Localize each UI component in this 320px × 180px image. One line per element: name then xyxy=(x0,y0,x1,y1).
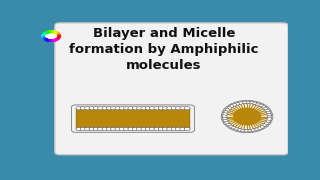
Circle shape xyxy=(258,103,264,106)
Circle shape xyxy=(42,31,60,41)
Circle shape xyxy=(80,107,86,110)
Circle shape xyxy=(267,113,273,116)
Circle shape xyxy=(102,107,108,110)
Circle shape xyxy=(248,100,254,104)
Circle shape xyxy=(141,127,147,131)
Circle shape xyxy=(145,127,151,131)
Circle shape xyxy=(265,108,271,112)
Circle shape xyxy=(237,129,243,132)
Circle shape xyxy=(226,123,231,127)
Circle shape xyxy=(137,127,142,131)
Circle shape xyxy=(230,103,236,106)
Circle shape xyxy=(224,122,229,125)
Circle shape xyxy=(128,107,134,110)
Circle shape xyxy=(255,102,260,105)
Circle shape xyxy=(84,107,91,110)
Circle shape xyxy=(228,125,234,129)
Circle shape xyxy=(222,110,228,114)
Circle shape xyxy=(93,127,99,131)
Circle shape xyxy=(260,125,266,129)
Circle shape xyxy=(158,107,164,110)
Circle shape xyxy=(263,123,269,127)
Circle shape xyxy=(248,129,254,133)
Circle shape xyxy=(93,107,99,110)
Circle shape xyxy=(266,119,272,123)
Circle shape xyxy=(184,127,190,131)
Circle shape xyxy=(244,129,250,133)
Circle shape xyxy=(221,113,227,116)
Circle shape xyxy=(180,127,186,131)
Circle shape xyxy=(237,101,243,104)
Circle shape xyxy=(132,127,138,131)
Circle shape xyxy=(260,105,266,108)
Circle shape xyxy=(154,107,160,110)
Circle shape xyxy=(141,107,147,110)
Circle shape xyxy=(149,107,156,110)
Circle shape xyxy=(234,102,240,105)
Circle shape xyxy=(119,127,125,131)
Circle shape xyxy=(98,107,104,110)
Circle shape xyxy=(267,117,273,120)
Circle shape xyxy=(171,127,177,131)
Circle shape xyxy=(266,110,272,114)
Circle shape xyxy=(149,127,156,131)
FancyBboxPatch shape xyxy=(55,23,288,155)
Circle shape xyxy=(167,127,173,131)
Circle shape xyxy=(106,127,112,131)
Circle shape xyxy=(98,127,104,131)
Circle shape xyxy=(89,107,95,110)
Circle shape xyxy=(175,107,181,110)
Circle shape xyxy=(76,127,82,131)
Circle shape xyxy=(244,100,250,104)
Circle shape xyxy=(154,127,160,131)
Circle shape xyxy=(145,107,151,110)
Circle shape xyxy=(221,117,227,120)
Circle shape xyxy=(224,108,229,112)
FancyBboxPatch shape xyxy=(76,108,190,129)
Circle shape xyxy=(258,127,264,130)
Circle shape xyxy=(184,107,190,110)
Circle shape xyxy=(80,127,86,131)
Circle shape xyxy=(267,115,273,118)
Circle shape xyxy=(128,127,134,131)
Circle shape xyxy=(251,129,257,132)
Circle shape xyxy=(175,127,181,131)
Circle shape xyxy=(84,127,91,131)
Circle shape xyxy=(115,107,121,110)
Circle shape xyxy=(119,107,125,110)
Circle shape xyxy=(171,107,177,110)
Circle shape xyxy=(89,127,95,131)
Circle shape xyxy=(111,107,116,110)
Circle shape xyxy=(228,105,234,108)
Circle shape xyxy=(234,128,240,131)
Circle shape xyxy=(241,129,246,133)
Circle shape xyxy=(115,127,121,131)
Circle shape xyxy=(158,127,164,131)
Text: Bilayer and Micelle
formation by Amphiphilic
molecules: Bilayer and Micelle formation by Amphiph… xyxy=(69,27,259,72)
Circle shape xyxy=(132,107,138,110)
Circle shape xyxy=(163,127,168,131)
Circle shape xyxy=(124,127,130,131)
Circle shape xyxy=(163,107,168,110)
Circle shape xyxy=(124,107,130,110)
Circle shape xyxy=(226,106,231,110)
Circle shape xyxy=(102,127,108,131)
Circle shape xyxy=(180,107,186,110)
Circle shape xyxy=(263,106,269,110)
Circle shape xyxy=(167,107,173,110)
Circle shape xyxy=(111,127,116,131)
Circle shape xyxy=(265,122,271,125)
Circle shape xyxy=(221,115,227,118)
Circle shape xyxy=(106,107,112,110)
Circle shape xyxy=(251,101,257,104)
Ellipse shape xyxy=(233,108,261,125)
Circle shape xyxy=(255,128,260,131)
Circle shape xyxy=(137,107,142,110)
Circle shape xyxy=(241,100,246,104)
Circle shape xyxy=(230,127,236,130)
Circle shape xyxy=(222,119,228,123)
Circle shape xyxy=(76,107,82,110)
